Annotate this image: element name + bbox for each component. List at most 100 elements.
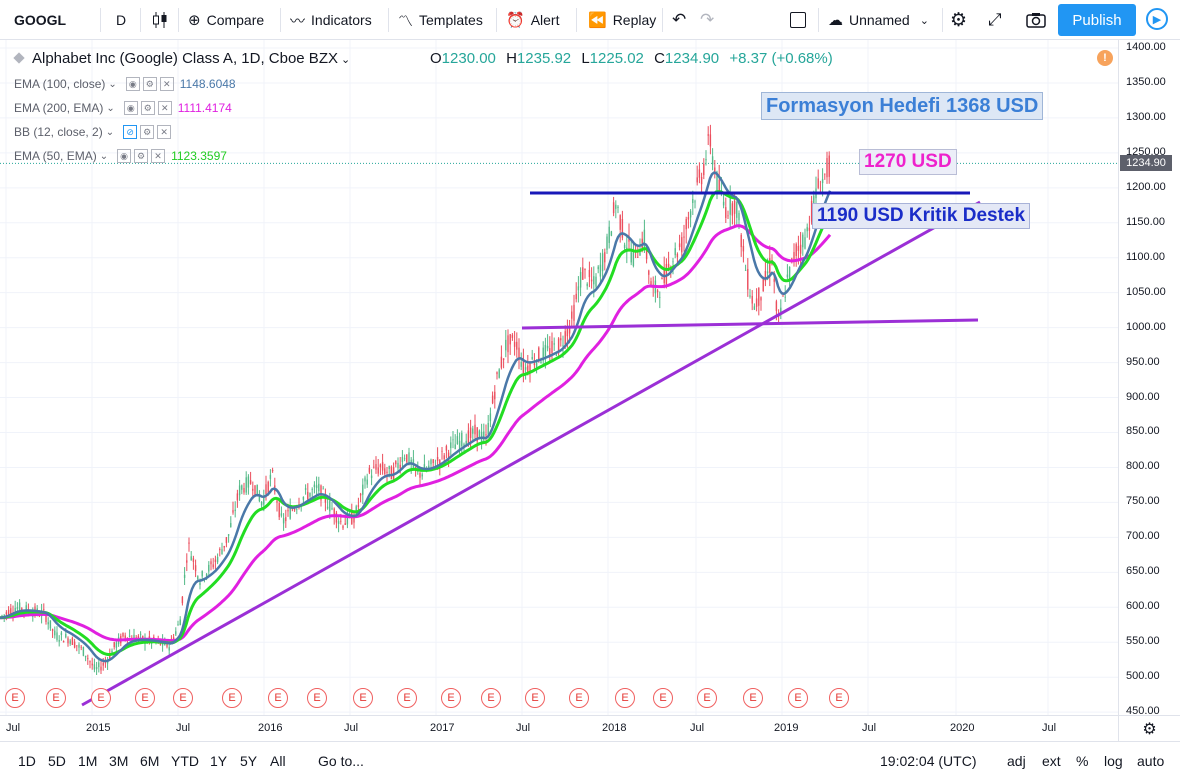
candle-body [390,466,393,480]
publish-button[interactable]: Publish [1058,4,1136,36]
fullscreen-layout-button[interactable] [790,0,806,40]
support-annotation[interactable]: 1190 USD Kritik Destek [812,203,1031,229]
resistance-annotation[interactable]: 1270 USD [859,149,957,175]
earnings-event-marker[interactable]: E [569,688,589,708]
candle-body [179,619,181,626]
candle-body [810,200,813,222]
indicator-value: 1123.3597 [171,149,227,163]
auto-toggle[interactable]: auto [1137,742,1164,780]
range-button-1d[interactable]: 1D [18,742,36,780]
chevron-down-icon[interactable]: ⌄ [106,102,115,114]
candle-body [786,274,789,278]
earnings-event-marker[interactable]: E [481,688,501,708]
earnings-event-marker[interactable]: E [353,688,373,708]
eye-icon[interactable]: ◉ [125,77,140,91]
eye-hidden-icon[interactable]: ⊘ [123,125,138,139]
series-settings-icon[interactable] [13,52,25,64]
earnings-event-marker[interactable]: E [173,688,193,708]
range-button-1y[interactable]: 1Y [210,742,227,780]
compare-button[interactable]: ⊕ Compare [188,0,264,40]
redo-button[interactable]: ↷ [700,0,714,40]
settings-button[interactable]: ⚙ [950,0,967,40]
earnings-event-marker[interactable]: E [788,688,808,708]
earnings-event-marker[interactable]: E [653,688,673,708]
event-letter: E [794,692,802,704]
close-icon[interactable]: ✕ [151,149,166,163]
templates-button[interactable]: 〽 Templates [398,0,483,40]
range-button-ytd[interactable]: YTD [171,742,199,780]
earnings-event-marker[interactable]: E [397,688,417,708]
goto-button[interactable]: Go to... [318,742,364,780]
range-button-6m[interactable]: 6M [140,742,159,780]
candle-body [76,645,78,647]
replay-button[interactable]: ⏪ Replay [588,0,656,40]
warning-icon[interactable]: ! [1097,50,1113,66]
range-button-5y[interactable]: 5Y [240,742,257,780]
percent-toggle[interactable]: % [1076,742,1088,780]
gear-icon[interactable]: ⚙ [140,101,155,115]
candle-body [139,633,142,635]
range-button-all[interactable]: All [270,742,286,780]
eye-icon[interactable]: ◉ [123,101,138,115]
gear-icon[interactable]: ⚙ [142,77,157,91]
earnings-event-marker[interactable]: E [441,688,461,708]
earnings-event-marker[interactable]: E [743,688,763,708]
close-icon[interactable]: ✕ [157,125,172,139]
adj-toggle[interactable]: adj [1007,742,1026,780]
earnings-event-marker[interactable]: E [525,688,545,708]
chart-type-button[interactable] [152,0,168,40]
chevron-down-icon[interactable]: ⌄ [99,150,109,162]
candle-body [764,270,767,282]
time-axis[interactable]: ⚙ Jul 2015 Jul 2016 Jul 2017 Jul 2018 Jul 2019 Jul… [0,715,1180,741]
candle-body [49,620,52,629]
time-tick-label: Jul [176,722,191,734]
earnings-event-marker[interactable]: E [268,688,288,708]
price-axis[interactable]: 1400.00 1350.00 1300.00 1250.00 1200.00 1150.… [1118,40,1180,717]
layout-menu-button[interactable]: ☁ Unnamed ⌄ [828,0,929,40]
chevron-down-icon[interactable]: ⌄ [340,54,351,66]
ext-toggle[interactable]: ext [1042,742,1061,780]
range-button-1m[interactable]: 1M [78,742,97,780]
chevron-down-icon[interactable]: ⌄ [108,78,117,90]
earnings-event-marker[interactable]: E [5,688,25,708]
indicators-button[interactable]: 〰 Indicators [290,0,372,40]
alert-button[interactable]: ⏰ Alert [506,0,559,40]
range-button-3m[interactable]: 3M [109,742,128,780]
current-price-value: 1234.90 [1126,157,1166,169]
eye-icon[interactable]: ◉ [117,149,132,163]
earnings-event-marker[interactable]: E [307,688,327,708]
earnings-event-marker[interactable]: E [135,688,155,708]
clock-display[interactable]: 19:02:04 (UTC) [880,742,976,780]
earnings-event-marker[interactable]: E [91,688,111,708]
indicator-legend-ema50[interactable]: EMA (50, EMA) ⌄ ◉ ⚙ ✕ 1123.3597 [14,149,227,163]
earnings-event-marker[interactable]: E [46,688,66,708]
gear-icon[interactable]: ⚙ [140,125,155,139]
indicator-legend-bb[interactable]: BB (12, close, 2) ⌄ ⊘ ⚙ ✕ [14,125,172,139]
candle-body [307,491,309,500]
gear-icon[interactable]: ⚙ [134,149,149,163]
snapshot-button[interactable] [1026,0,1046,40]
close-icon[interactable]: ✕ [157,101,172,115]
symbol-search[interactable]: GOOGL [14,0,66,40]
earnings-event-marker[interactable]: E [615,688,635,708]
play-button[interactable]: ▶ [1146,8,1168,30]
interval-button[interactable]: D [116,0,126,40]
log-toggle[interactable]: log [1104,742,1123,780]
fullscreen-button[interactable]: ⤢ [988,0,1002,40]
close-icon[interactable]: ✕ [159,77,174,91]
axis-settings-button[interactable]: ⚙ [1118,716,1180,741]
indicator-legend-ema200[interactable]: EMA (200, EMA) ⌄ ◉ ⚙ ✕ 1111.4174 [14,101,232,115]
candle-body [555,354,558,356]
chart-pane[interactable] [0,40,1118,715]
undo-button[interactable]: ↶ [672,0,686,40]
candle-body [458,440,461,451]
candle-body [386,471,388,473]
price-chart[interactable] [0,40,1118,715]
earnings-event-marker[interactable]: E [222,688,242,708]
indicator-legend-ema100[interactable]: EMA (100, close) ⌄ ◉ ⚙ ✕ 1148.6048 [14,77,236,91]
chevron-down-icon[interactable]: ⌄ [105,126,115,138]
target-annotation[interactable]: Formasyon Hedefi 1368 USD [761,92,1044,120]
earnings-event-marker[interactable]: E [829,688,849,708]
range-button-5d[interactable]: 5D [48,742,66,780]
earnings-event-marker[interactable]: E [697,688,717,708]
